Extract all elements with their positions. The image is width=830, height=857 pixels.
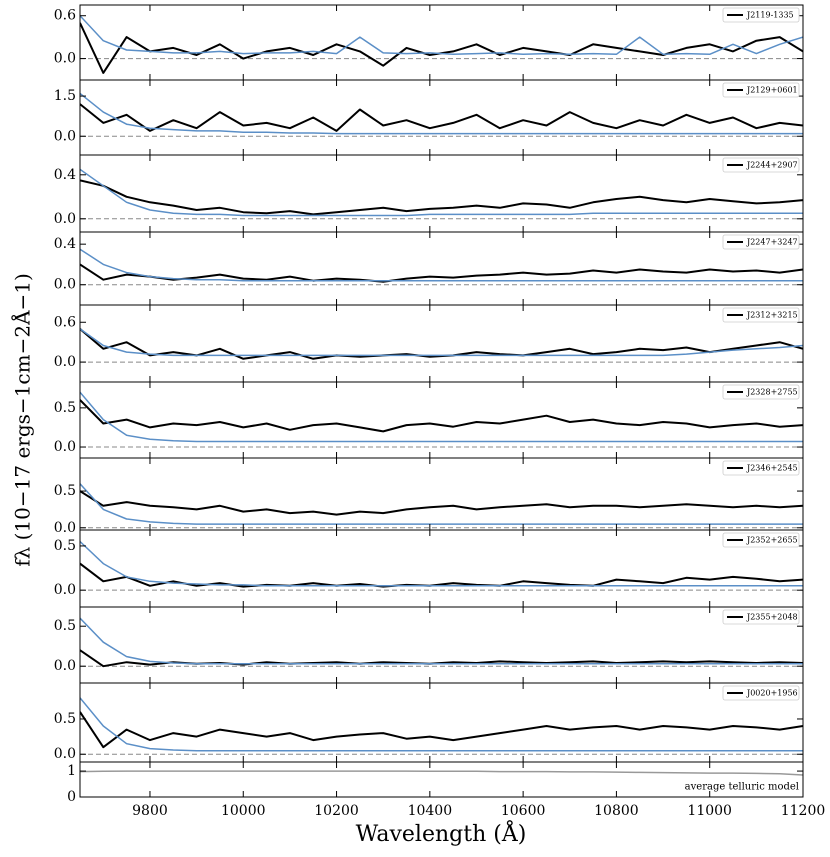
- x-tick-label: 9800: [132, 803, 168, 819]
- y-tick-label: 1.5: [54, 88, 76, 104]
- y-tick-label: 0.4: [54, 236, 76, 252]
- panel: 0.0 0.6 J2119-1335: [54, 4, 804, 81]
- y-tick-label: 0: [67, 789, 76, 805]
- panel-frame: [79, 529, 804, 608]
- panel: 0.0 0.4 J2247+3247: [54, 231, 804, 306]
- y-tick-label: 0.6: [54, 314, 76, 330]
- y-tick-label: 0.0: [54, 128, 76, 144]
- y-tick-label: 0.0: [54, 211, 76, 227]
- y-tick-label: 0.0: [54, 439, 76, 455]
- spectrum-line: [80, 490, 803, 516]
- y-tick-label: 0.0: [54, 520, 76, 536]
- panel: 0.0 0.5 J2328+2755: [54, 381, 804, 459]
- spectrum-line: [80, 103, 803, 132]
- spectrum-line: [80, 770, 803, 776]
- legend-box: [722, 460, 800, 476]
- legend-label: J2352+2655: [746, 536, 798, 545]
- y-tick-label: 0.0: [54, 658, 76, 674]
- y-tick-label: 0.5: [54, 400, 76, 416]
- legend-box: [722, 157, 800, 173]
- legend-box: [722, 609, 800, 625]
- legend-label: J2119-1335: [746, 11, 794, 20]
- y-tick-label: 0.0: [54, 51, 76, 67]
- spectrum-line: [80, 248, 803, 282]
- legend-label: J0020+1956: [746, 689, 798, 698]
- panel: 0.0 0.6 J2312+3215: [54, 304, 804, 383]
- spectrum-line: [80, 168, 803, 217]
- legend-label: J2247+3247: [746, 238, 798, 247]
- panel-frame: [79, 606, 804, 684]
- spectrum-line: [80, 562, 803, 588]
- spectrum-line: [80, 399, 803, 433]
- y-tick-label: 0.5: [54, 711, 76, 727]
- panel-frame: [79, 761, 804, 798]
- panel-frame: [79, 457, 804, 531]
- x-tick-label: 11000: [687, 803, 732, 819]
- x-tick-label: 11200: [781, 803, 826, 819]
- spectrum-line: [80, 22, 803, 74]
- legend-box: [722, 384, 800, 400]
- legend-label: J2129+0601: [746, 86, 798, 95]
- spectrum-line: [80, 179, 803, 216]
- panel: 0.0 1.5 J2129+0601: [54, 79, 804, 156]
- x-axis-label: Wavelength (Å): [356, 819, 527, 847]
- y-tick-label: 0.6: [54, 8, 76, 24]
- legend-box: [722, 7, 800, 23]
- panel-frame: [79, 4, 804, 81]
- spectrum-line: [80, 483, 803, 525]
- y-tick-label: 0.5: [54, 618, 76, 634]
- spectrum-line: [80, 391, 803, 443]
- spectrum-line: [80, 697, 803, 752]
- panel: 0.0 0.5 J2346+2545: [54, 457, 804, 536]
- spectrum-line: [80, 263, 803, 283]
- y-axis-label: fλ (10−17 ergs−1cm−2Å−1): [10, 273, 35, 567]
- x-tick-label: 10000: [221, 803, 266, 819]
- legend-label: J2244+2907: [746, 161, 798, 170]
- y-tick-label: 1: [67, 763, 76, 779]
- y-tick-label: 0.0: [54, 354, 76, 370]
- legend-label: J2312+3215: [746, 311, 798, 320]
- legend-label: J2346+2545: [746, 464, 798, 473]
- legend-box: [722, 234, 800, 250]
- spectrum-line: [80, 92, 803, 135]
- panel: 0 1 9800 10000 10200 10400 10600 10800 11000 1120…: [67, 761, 826, 819]
- panel: 0.0 0.4 J2244+2907: [54, 154, 804, 233]
- y-tick-label: 0.5: [54, 538, 76, 554]
- legend-box: [722, 307, 800, 323]
- legend-box: [722, 532, 800, 548]
- x-tick-label: 10800: [594, 803, 639, 819]
- y-tick-label: 0.4: [54, 167, 76, 183]
- x-tick-label: 10600: [501, 803, 546, 819]
- panel-frame: [79, 154, 804, 233]
- x-tick-label: 10200: [314, 803, 359, 819]
- panel-frame: [79, 304, 804, 383]
- y-tick-label: 0.0: [54, 582, 76, 598]
- spectrum-line: [80, 711, 803, 749]
- legend-box: [722, 82, 800, 98]
- y-tick-label: 0.5: [54, 483, 76, 499]
- spectrum-line: [80, 328, 803, 360]
- panel: 0.0 0.5 J0020+1956: [54, 682, 804, 763]
- legend-box: [722, 685, 800, 701]
- spectrum-line: [80, 617, 803, 665]
- panel-frame: [79, 231, 804, 306]
- spectrum-line: [80, 540, 803, 587]
- annotation: average telluric model: [685, 782, 799, 793]
- y-tick-label: 0.0: [54, 277, 76, 293]
- legend-label: J2328+2755: [746, 388, 798, 397]
- y-tick-label: 0.0: [54, 746, 76, 762]
- spectrum-line: [80, 15, 803, 56]
- panel: 0.0 0.5 J2352+2655: [54, 529, 804, 608]
- legend-label: J2355+2048: [746, 613, 798, 622]
- spectrum-line: [80, 328, 803, 357]
- panel: 0.0 0.5 J2355+2048: [54, 606, 804, 684]
- x-tick-label: 10400: [408, 803, 453, 819]
